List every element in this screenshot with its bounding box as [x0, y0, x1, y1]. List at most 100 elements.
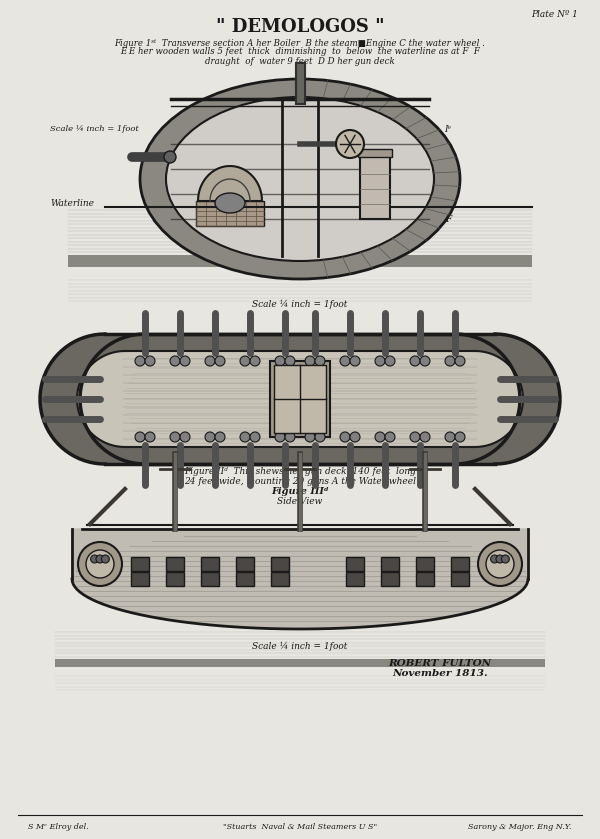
Text: Iᵉ: Iᵉ — [445, 124, 452, 133]
Bar — [131, 572, 149, 586]
Bar — [201, 557, 219, 571]
Text: D: D — [401, 166, 409, 175]
Bar — [381, 572, 399, 586]
Circle shape — [340, 432, 350, 442]
Text: E E her wooden walls 5 feet  thick  diminishing  to  below  the waterline as at : E E her wooden walls 5 feet thick dimini… — [120, 48, 480, 56]
Circle shape — [78, 542, 122, 586]
Bar — [166, 557, 184, 571]
Circle shape — [350, 356, 360, 366]
Circle shape — [250, 432, 260, 442]
Circle shape — [285, 356, 295, 366]
Circle shape — [410, 432, 420, 442]
Bar — [358, 149, 392, 157]
Circle shape — [240, 432, 250, 442]
Text: ROBERT FULTON
November 1813.: ROBERT FULTON November 1813. — [388, 659, 491, 679]
Text: Scale ¼ inch = 1foot: Scale ¼ inch = 1foot — [253, 300, 347, 309]
Circle shape — [445, 432, 455, 442]
Circle shape — [502, 555, 509, 563]
Circle shape — [420, 432, 430, 442]
Circle shape — [385, 432, 395, 442]
Circle shape — [336, 130, 364, 158]
Text: D: D — [187, 166, 194, 175]
Circle shape — [455, 356, 465, 366]
Circle shape — [170, 432, 180, 442]
Bar — [196, 201, 264, 226]
Bar — [236, 572, 254, 586]
Circle shape — [305, 432, 315, 442]
Bar — [125, 351, 475, 447]
Text: " DEMOLOGOS ": " DEMOLOGOS " — [215, 18, 385, 36]
Bar — [271, 572, 289, 586]
Text: Sarony & Major. Eng N.Y.: Sarony & Major. Eng N.Y. — [469, 823, 572, 831]
Bar — [55, 659, 545, 667]
Text: draught  of  water 9 feet  D D her gun deck: draught of water 9 feet D D her gun deck — [205, 56, 395, 65]
Circle shape — [315, 356, 325, 366]
Circle shape — [486, 550, 514, 578]
Text: Side View: Side View — [277, 497, 323, 506]
Bar — [416, 572, 434, 586]
Ellipse shape — [215, 193, 245, 213]
Polygon shape — [72, 529, 528, 629]
Circle shape — [135, 432, 145, 442]
Circle shape — [180, 356, 190, 366]
Bar — [68, 255, 532, 267]
Text: Scale ¼ inch = 1foot: Scale ¼ inch = 1foot — [253, 641, 347, 651]
Bar — [346, 572, 364, 586]
Circle shape — [275, 356, 285, 366]
Wedge shape — [77, 351, 125, 447]
Wedge shape — [475, 351, 523, 447]
Text: F: F — [445, 215, 451, 223]
Circle shape — [164, 151, 176, 163]
Text: Plate Nº 1: Plate Nº 1 — [531, 10, 578, 19]
Circle shape — [420, 356, 430, 366]
Text: C: C — [368, 132, 376, 140]
Text: Figure IIIᵈ: Figure IIIᵈ — [271, 487, 329, 496]
Circle shape — [285, 432, 295, 442]
Circle shape — [375, 432, 385, 442]
Wedge shape — [455, 334, 520, 464]
Circle shape — [350, 432, 360, 442]
Circle shape — [215, 432, 225, 442]
Text: Waterline: Waterline — [50, 199, 94, 207]
Wedge shape — [495, 334, 560, 464]
Bar — [451, 557, 469, 571]
Circle shape — [445, 356, 455, 366]
Circle shape — [250, 356, 260, 366]
Wedge shape — [40, 334, 105, 464]
Circle shape — [496, 555, 504, 563]
Text: Figure 1ˢᵗ  Transverse section A her Boiler  B the steam■Engine C the water whee: Figure 1ˢᵗ Transverse section A her Boil… — [115, 39, 485, 48]
Text: Scale ¼ inch = 1foot: Scale ¼ inch = 1foot — [50, 125, 139, 133]
Circle shape — [205, 356, 215, 366]
Circle shape — [96, 555, 104, 563]
Circle shape — [315, 432, 325, 442]
Text: "Stuarts  Naval & Mail Steamers U S": "Stuarts Naval & Mail Steamers U S" — [223, 823, 377, 831]
Circle shape — [491, 555, 499, 563]
Circle shape — [215, 356, 225, 366]
Circle shape — [86, 550, 114, 578]
Bar — [381, 557, 399, 571]
Bar — [131, 557, 149, 571]
Bar — [105, 334, 495, 464]
Circle shape — [478, 542, 522, 586]
Circle shape — [275, 432, 285, 442]
Text: 24 feet wide, mounting 20 guns A the Water wheel: 24 feet wide, mounting 20 guns A the Wat… — [184, 477, 416, 486]
Text: Figure IIᵈ  This shews her gun deck, 140 feet  long: Figure IIᵈ This shews her gun deck, 140 … — [184, 466, 416, 476]
Circle shape — [205, 432, 215, 442]
Circle shape — [375, 356, 385, 366]
Circle shape — [455, 432, 465, 442]
Circle shape — [180, 432, 190, 442]
Bar — [346, 557, 364, 571]
Text: S Mᶜ Elroy del.: S Mᶜ Elroy del. — [28, 823, 89, 831]
Text: B: B — [371, 180, 379, 189]
Bar — [236, 557, 254, 571]
Text: E: E — [152, 139, 158, 149]
Ellipse shape — [140, 79, 460, 279]
Bar — [416, 557, 434, 571]
Text: IIIᵈ: IIIᵈ — [353, 565, 367, 574]
Bar — [360, 154, 390, 219]
Ellipse shape — [166, 97, 434, 261]
Circle shape — [101, 555, 109, 563]
Circle shape — [91, 555, 98, 563]
Circle shape — [145, 432, 155, 442]
Bar — [166, 572, 184, 586]
